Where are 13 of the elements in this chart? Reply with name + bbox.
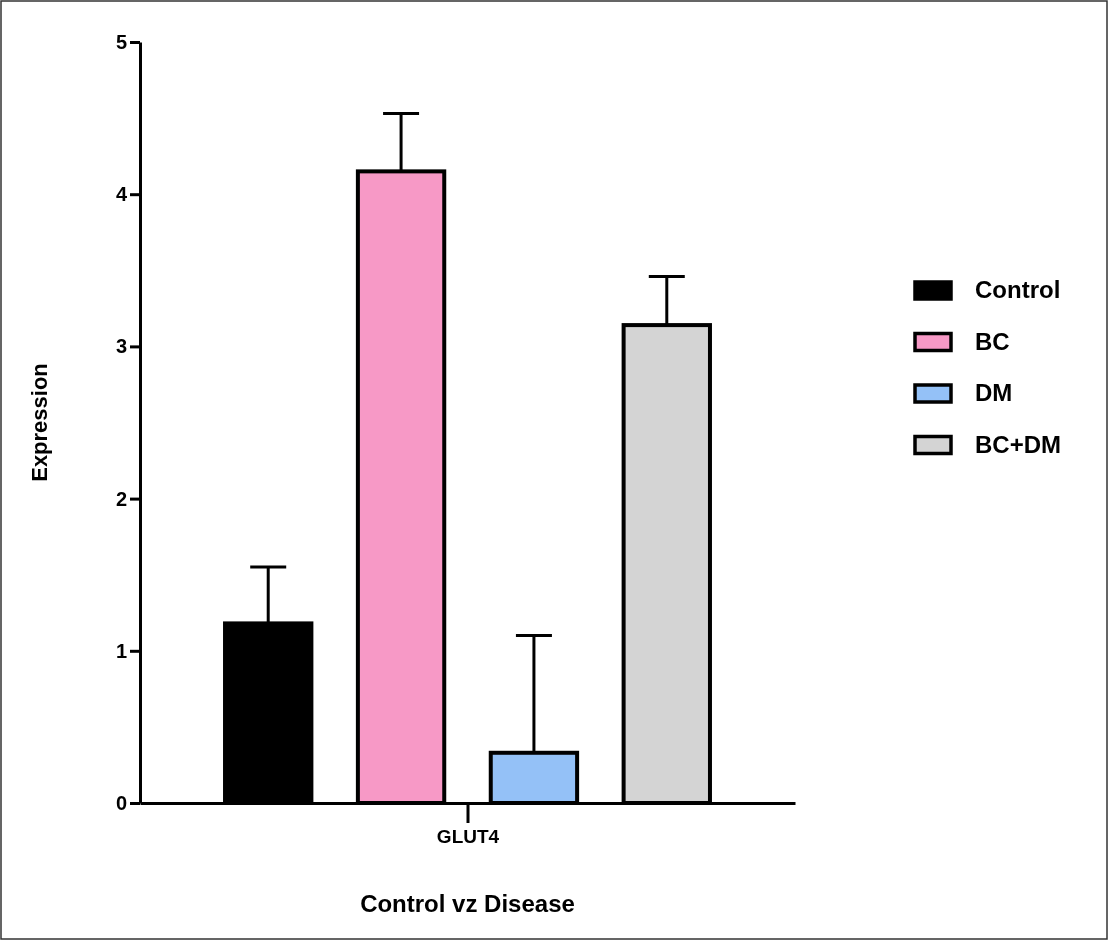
legend-label: BC+DM (975, 430, 1062, 458)
legend-label: BC (975, 327, 1010, 355)
legend-label: DM (975, 379, 1013, 406)
legend-label: Control (975, 276, 1061, 303)
y-tick-label: 3 (115, 335, 127, 358)
y-tick-label: 0 (115, 791, 127, 814)
y-tick-label: 5 (115, 30, 127, 53)
x-tick-label: GLUT4 (436, 826, 500, 848)
x-axis-title: Control vz Disease (360, 890, 575, 917)
y-axis-title: Expression (27, 363, 52, 482)
y-tick-label: 1 (115, 639, 127, 662)
y-tick-label: 2 (115, 487, 127, 510)
y-tick-label: 4 (115, 183, 128, 206)
